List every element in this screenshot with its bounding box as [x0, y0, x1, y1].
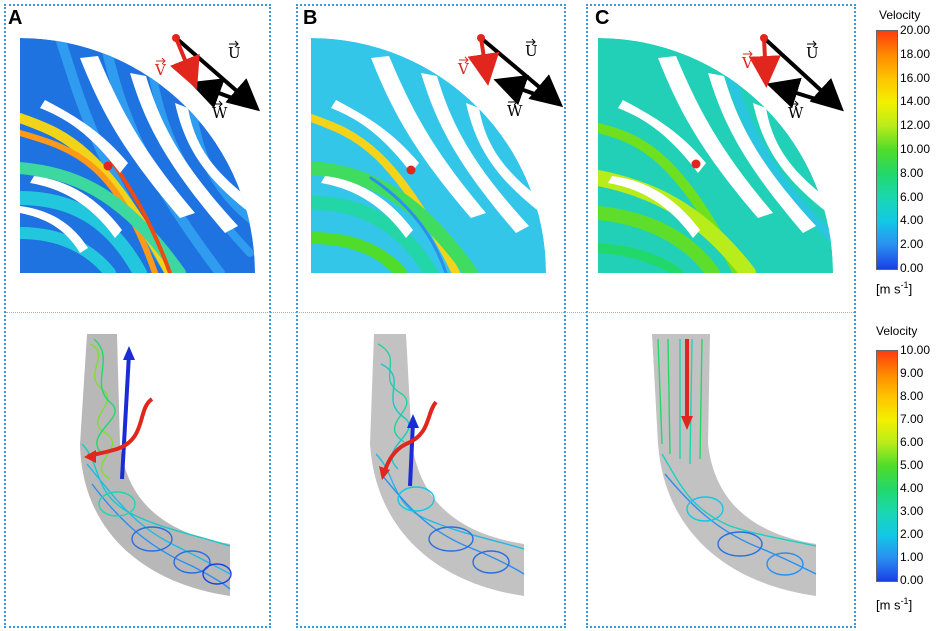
vector-arrow-icon — [789, 100, 799, 108]
legend-tick-label: 6.00 — [900, 189, 924, 204]
vector-u-label: U — [806, 44, 819, 62]
velocity-triangle-c: V U W — [741, 34, 844, 122]
legend-tick-label: 7.00 — [900, 412, 924, 426]
legend-tick-label: 8.00 — [900, 165, 924, 180]
panel-label-b: B — [303, 7, 318, 29]
probe-point — [691, 159, 701, 169]
panel-label-a: A — [8, 7, 23, 29]
legend-tick-label: 1.00 — [900, 550, 924, 564]
vector-v-label: V — [154, 61, 167, 79]
vector-w-label: W — [212, 104, 228, 122]
panel-a-frame — [4, 4, 271, 628]
vector-arrow-icon — [807, 40, 817, 48]
vector-w-label: W — [507, 102, 523, 120]
vector-u-label: U — [228, 44, 241, 62]
velocity-legend-bottom: Velocity 10.00 9.00 8.00 7.00 6.00 5.00 4.00 3.… — [874, 324, 941, 624]
legend-tick-label: 14.00 — [900, 94, 931, 109]
velocity-legend-top: Velocity 20.00 18.00 16.00 14.00 12.00 10.00 8… — [874, 6, 941, 306]
legend-title: Velocity — [876, 324, 918, 338]
row-separator — [6, 312, 854, 313]
legend-tick-label: 0.00 — [900, 573, 924, 587]
vector-arrow-icon — [459, 56, 469, 64]
elbow-streamlines-b — [370, 334, 525, 596]
legend-tick-label: 4.00 — [900, 213, 924, 228]
vector-arrow-icon — [156, 57, 166, 65]
legend-tick-label: 8.00 — [900, 389, 924, 403]
vector-u-label: U — [525, 42, 538, 60]
legend-unit: [m s-1] — [876, 596, 913, 613]
legend-tick-label: 12.00 — [900, 118, 931, 133]
vector-v-label: V — [741, 54, 754, 72]
impeller-streamlines-c — [598, 38, 833, 273]
legend-tick-label: 2.00 — [900, 237, 924, 252]
legend-tick-label: 9.00 — [900, 366, 924, 380]
legend-tick-label: 20.00 — [900, 23, 931, 37]
panel-c-frame — [586, 4, 856, 628]
legend-tick-label: 2.00 — [900, 527, 924, 541]
vector-arrow-icon — [526, 38, 536, 46]
legend-tick-label: 10.00 — [900, 343, 931, 357]
vector-w-label: W — [788, 104, 804, 122]
velocity-triangle-a: V U W — [154, 34, 261, 122]
legend-tick-label: 5.00 — [900, 458, 924, 472]
legend-tick-label: 4.00 — [900, 481, 924, 495]
impeller-streamlines-a — [20, 38, 255, 273]
velocity-triangle-b: V U W — [457, 34, 564, 120]
legend-tick-label: 3.00 — [900, 504, 924, 518]
vector-arrow-icon — [743, 50, 753, 58]
legend-tick-label: 16.00 — [900, 70, 931, 85]
legend-unit: [m s-1] — [876, 280, 913, 297]
probe-point — [103, 161, 113, 171]
elbow-streamlines-c — [652, 334, 817, 596]
legend-color-bar — [876, 30, 898, 270]
panel-b-frame — [296, 4, 566, 628]
legend-title: Velocity — [879, 8, 921, 22]
vector-v-label: V — [457, 60, 470, 78]
vector-arrow-icon — [229, 40, 239, 48]
legend-tick-label: 6.00 — [900, 435, 924, 449]
legend-tick-label: 18.00 — [900, 46, 931, 61]
elbow-streamlines-a — [80, 334, 232, 596]
legend-color-bar — [876, 350, 898, 582]
legend-tick-label: 10.00 — [900, 142, 931, 156]
probe-point — [406, 165, 416, 175]
legend-tick-label: 0.00 — [900, 261, 924, 275]
impeller-streamlines-b — [311, 38, 546, 273]
vector-arrow-icon — [508, 98, 518, 106]
panel-label-c: C — [595, 7, 610, 29]
vector-arrow-icon — [213, 100, 223, 108]
